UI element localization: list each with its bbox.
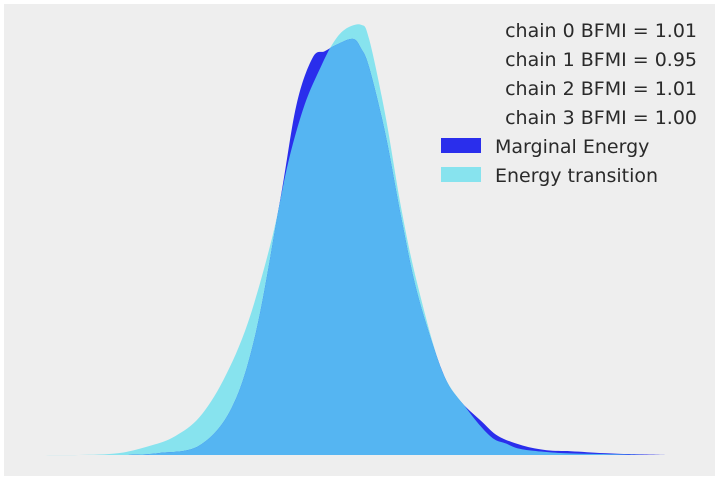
legend-bfmi-entry: chain 2 BFMI = 1.01 [505, 78, 697, 100]
legend-series-label: Energy transition [495, 165, 658, 187]
legend-swatch [441, 167, 481, 182]
legend-swatch [441, 138, 481, 153]
legend-bfmi-entry: chain 1 BFMI = 0.95 [505, 49, 697, 71]
legend-bfmi-entry: chain 0 BFMI = 1.01 [505, 20, 697, 42]
legend-series-label: Marginal Energy [495, 136, 649, 158]
legend-bfmi-entry: chain 3 BFMI = 1.00 [505, 107, 697, 129]
overlap-area [126, 38, 644, 456]
